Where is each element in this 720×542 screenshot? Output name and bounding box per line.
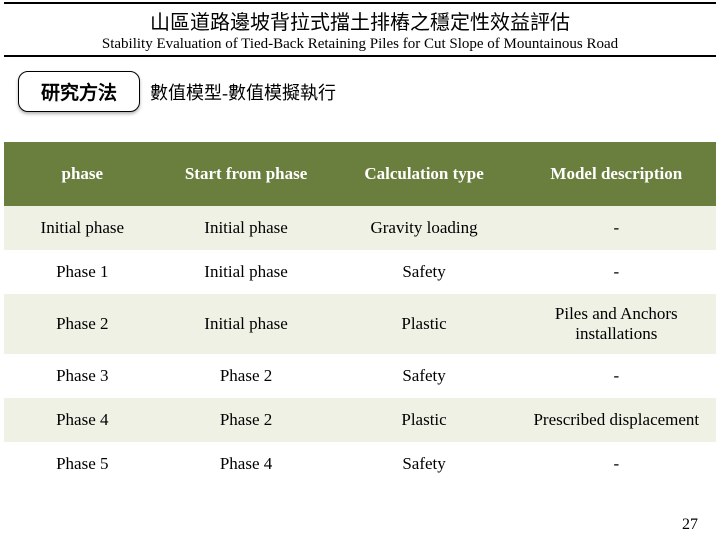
table-body: Initial phaseInitial phaseGravity loadin… (4, 206, 716, 486)
col-header: Model description (517, 142, 716, 206)
table-head: phase Start from phase Calculation type … (4, 142, 716, 206)
table-cell: Phase 2 (161, 354, 332, 398)
table-cell: Initial phase (161, 250, 332, 294)
table-cell: - (517, 354, 716, 398)
title-bar: 山區道路邊坡背拉式擋土排樁之穩定性效益評估 Stability Evaluati… (4, 2, 716, 57)
table-cell: Phase 4 (161, 442, 332, 486)
table-cell: - (517, 442, 716, 486)
table-cell: Initial phase (161, 294, 332, 354)
table-cell: Phase 1 (4, 250, 161, 294)
table-row: Initial phaseInitial phaseGravity loadin… (4, 206, 716, 250)
table-cell: Piles and Anchors installations (517, 294, 716, 354)
method-button: 研究方法 (18, 71, 140, 112)
table-cell: Phase 3 (4, 354, 161, 398)
table-header-row: phase Start from phase Calculation type … (4, 142, 716, 206)
table-cell: - (517, 250, 716, 294)
method-row: 研究方法 數值模型-數值模擬執行 (18, 71, 720, 112)
table-cell: - (517, 206, 716, 250)
table-cell: Initial phase (4, 206, 161, 250)
page-number: 27 (682, 516, 698, 534)
col-header: Calculation type (332, 142, 517, 206)
col-header: Start from phase (161, 142, 332, 206)
table-cell: Safety (332, 354, 517, 398)
table-row: Phase 1Initial phaseSafety- (4, 250, 716, 294)
table-cell: Gravity loading (332, 206, 517, 250)
table-cell: Plastic (332, 398, 517, 442)
phase-table: phase Start from phase Calculation type … (4, 142, 716, 486)
title-zh: 山區道路邊坡背拉式擋土排樁之穩定性效益評估 (4, 6, 716, 35)
table-row: Phase 3Phase 2Safety- (4, 354, 716, 398)
table-row: Phase 2Initial phasePlasticPiles and Anc… (4, 294, 716, 354)
table-cell: Phase 2 (161, 398, 332, 442)
table-cell: Phase 4 (4, 398, 161, 442)
table-cell: Initial phase (161, 206, 332, 250)
table-cell: Safety (332, 250, 517, 294)
table-row: Phase 4Phase 2PlasticPrescribed displace… (4, 398, 716, 442)
table-cell: Prescribed displacement (517, 398, 716, 442)
title-en: Stability Evaluation of Tied-Back Retain… (4, 36, 716, 53)
table-cell: Phase 2 (4, 294, 161, 354)
col-header: phase (4, 142, 161, 206)
table-row: Phase 5Phase 4Safety- (4, 442, 716, 486)
table-cell: Plastic (332, 294, 517, 354)
method-subtitle: 數值模型-數值模擬執行 (150, 79, 336, 105)
table-cell: Safety (332, 442, 517, 486)
table-cell: Phase 5 (4, 442, 161, 486)
